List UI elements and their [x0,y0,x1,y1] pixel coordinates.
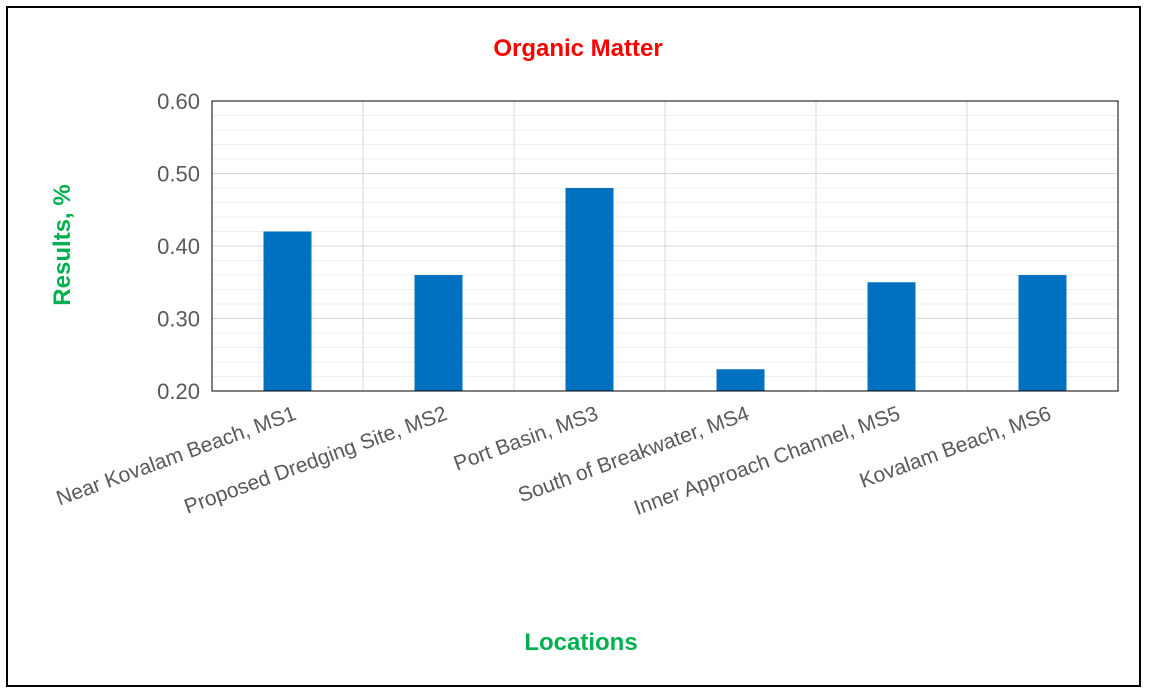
y-tick-label: 0.20 [157,379,200,404]
x-tick-label: Inner Approach Channel, MS5 [631,402,903,520]
bar [716,369,765,391]
y-tick-label: 0.50 [157,162,200,187]
y-axis-title: Results, % [49,184,76,305]
y-tick-labels: 0.20 0.30 0.40 0.50 0.60 [157,89,200,404]
plot-area [211,100,1119,392]
y-tick-label: 0.30 [157,307,200,332]
bar [867,282,916,391]
bar [565,188,614,391]
bars [263,188,1067,391]
bar [414,275,463,391]
x-tick-label: Proposed Dredging Site, MS2 [181,402,450,519]
y-tick-label: 0.60 [157,89,200,114]
bar [263,231,312,391]
bar [1018,275,1067,391]
y-tick-label: 0.40 [157,234,200,259]
chart-title: Organic Matter [493,35,662,62]
x-tick-label: Near Kovalam Beach, MS1 [53,402,299,510]
grid [212,101,1118,391]
x-axis-title: Locations [524,629,637,656]
